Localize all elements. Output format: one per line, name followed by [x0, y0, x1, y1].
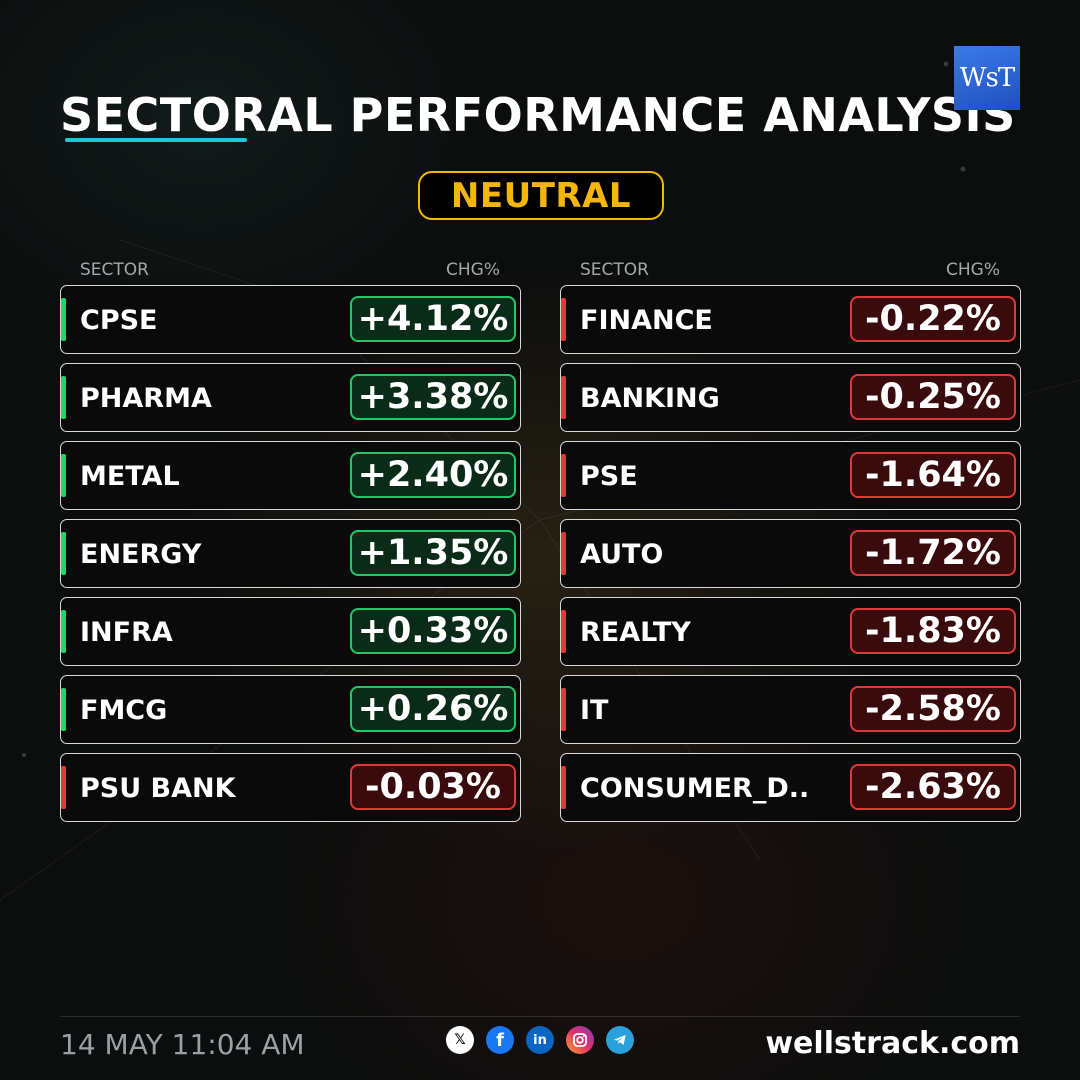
sector-row: PHARMA +3.38% [60, 363, 521, 432]
change-badge: -0.03% [350, 764, 516, 810]
trend-accent-bar [61, 610, 66, 653]
change-badge: +3.38% [350, 374, 516, 420]
trend-accent-bar [61, 454, 66, 497]
sector-name: REALTY [580, 617, 691, 648]
sector-column-label: SECTOR [80, 260, 149, 280]
sector-column-label: SECTOR [580, 260, 649, 280]
sector-row: BANKING -0.25% [560, 363, 1021, 432]
trend-accent-bar [561, 766, 566, 809]
trend-accent-bar [61, 376, 66, 419]
trend-accent-bar [61, 688, 66, 731]
change-badge: -0.22% [850, 296, 1016, 342]
trend-accent-bar [561, 376, 566, 419]
x-icon[interactable]: 𝕏 [446, 1026, 474, 1054]
website-link[interactable]: wellstrack.com [765, 1026, 1020, 1061]
instagram-icon[interactable] [566, 1026, 594, 1054]
trend-accent-bar [561, 688, 566, 731]
sector-name: ENERGY [80, 539, 202, 570]
right-column-header: SECTOR CHG% [580, 260, 1000, 280]
sector-row: IT -2.58% [560, 675, 1021, 744]
timestamp: 14 MAY 11:04 AM [60, 1028, 305, 1061]
losers-list: FINANCE -0.22% BANKING -0.25% PSE -1.64%… [560, 285, 1021, 831]
trend-accent-bar [561, 532, 566, 575]
trend-accent-bar [61, 532, 66, 575]
change-badge: +0.33% [350, 608, 516, 654]
change-badge: +1.35% [350, 530, 516, 576]
title-underline [65, 138, 247, 142]
sector-name: IT [580, 695, 609, 726]
sector-row: PSU BANK -0.03% [60, 753, 521, 822]
trend-accent-bar [561, 610, 566, 653]
facebook-icon[interactable]: f [486, 1026, 514, 1054]
sector-name: PHARMA [80, 383, 212, 414]
sector-name: CONSUMER_D.. [580, 773, 810, 804]
left-column-header: SECTOR CHG% [80, 260, 500, 280]
brand-logo: WsT [954, 46, 1020, 110]
sector-name: PSU BANK [80, 773, 236, 804]
sector-row: INFRA +0.33% [60, 597, 521, 666]
sector-name: AUTO [580, 539, 664, 570]
footer-divider [60, 1016, 1020, 1017]
sector-row: CONSUMER_D.. -2.63% [560, 753, 1021, 822]
sector-row: FMCG +0.26% [60, 675, 521, 744]
change-badge: -1.72% [850, 530, 1016, 576]
change-badge: -2.63% [850, 764, 1016, 810]
sector-row: ENERGY +1.35% [60, 519, 521, 588]
sector-row: AUTO -1.72% [560, 519, 1021, 588]
telegram-icon[interactable] [606, 1026, 634, 1054]
sector-row: FINANCE -0.22% [560, 285, 1021, 354]
change-column-label: CHG% [446, 260, 500, 280]
social-links: 𝕏 f in [446, 1026, 634, 1054]
sector-row: CPSE +4.12% [60, 285, 521, 354]
change-badge: +4.12% [350, 296, 516, 342]
sector-row: PSE -1.64% [560, 441, 1021, 510]
sector-row: METAL +2.40% [60, 441, 521, 510]
change-badge: -2.58% [850, 686, 1016, 732]
trend-accent-bar [561, 454, 566, 497]
sector-name: PSE [580, 461, 638, 492]
trend-accent-bar [61, 766, 66, 809]
sector-row: REALTY -1.83% [560, 597, 1021, 666]
change-badge: +0.26% [350, 686, 516, 732]
market-sentiment-badge: NEUTRAL [418, 171, 664, 220]
trend-accent-bar [61, 298, 66, 341]
gainers-list: CPSE +4.12% PHARMA +3.38% METAL +2.40% E… [60, 285, 521, 831]
change-badge: +2.40% [350, 452, 516, 498]
change-badge: -1.83% [850, 608, 1016, 654]
sector-name: METAL [80, 461, 180, 492]
linkedin-icon[interactable]: in [526, 1026, 554, 1054]
change-column-label: CHG% [946, 260, 1000, 280]
change-badge: -1.64% [850, 452, 1016, 498]
sector-name: FINANCE [580, 305, 713, 336]
trend-accent-bar [561, 298, 566, 341]
sector-name: FMCG [80, 695, 168, 726]
sector-name: CPSE [80, 305, 158, 336]
change-badge: -0.25% [850, 374, 1016, 420]
sector-name: INFRA [80, 617, 173, 648]
sector-name: BANKING [580, 383, 720, 414]
page-title: SECTORAL PERFORMANCE ANALYSIS [60, 88, 1016, 142]
